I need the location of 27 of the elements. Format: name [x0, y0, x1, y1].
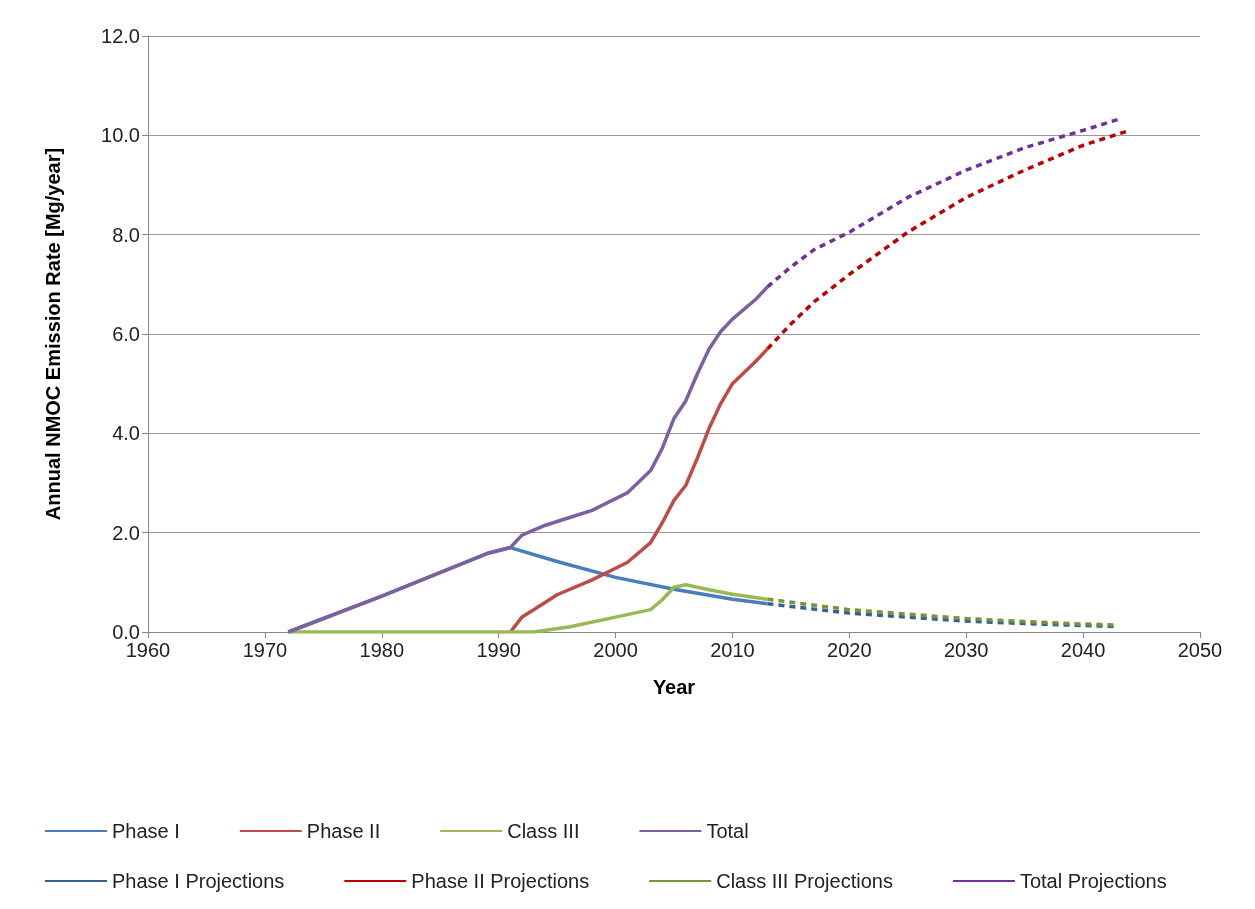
y-tick-label: 12.0 — [101, 25, 140, 47]
y-axis-title: Annual NMOC Emission Rate [Mg/year] — [42, 147, 64, 521]
legend-label: Class III — [507, 820, 580, 842]
x-tick-label: 2010 — [710, 639, 755, 661]
line-series — [286, 285, 770, 634]
x-tick-label: 2030 — [943, 639, 989, 661]
line-series — [765, 117, 1120, 289]
y-tick-label: 8.0 — [112, 223, 140, 246]
legend-label: Phase II Projections — [411, 870, 590, 892]
x-tick-label: 1990 — [476, 639, 521, 661]
legend-label: Total Projections — [1019, 870, 1167, 892]
x-tick-label: 2020 — [827, 639, 872, 661]
x-tick-label: 2040 — [1060, 639, 1106, 661]
y-tick-label: 6.0 — [112, 323, 140, 345]
x-axis-title: Year — [652, 676, 696, 698]
legend-label: Phase II — [306, 820, 381, 842]
x-tick-label: 1970 — [242, 639, 288, 661]
y-tick-label: 10.0 — [101, 124, 140, 147]
legend-label: Phase I Projections — [112, 870, 285, 892]
x-tick-label: 2050 — [1177, 639, 1223, 661]
x-tick-label: 2000 — [593, 639, 638, 661]
x-tick-label: 1980 — [359, 639, 405, 661]
legend-label: Class III Projections — [716, 870, 893, 892]
y-tick-label: 4.0 — [112, 422, 140, 445]
legend-label: Phase I — [112, 820, 180, 842]
y-tick-label: 2.0 — [112, 521, 140, 544]
legend-label: Total — [706, 820, 749, 842]
